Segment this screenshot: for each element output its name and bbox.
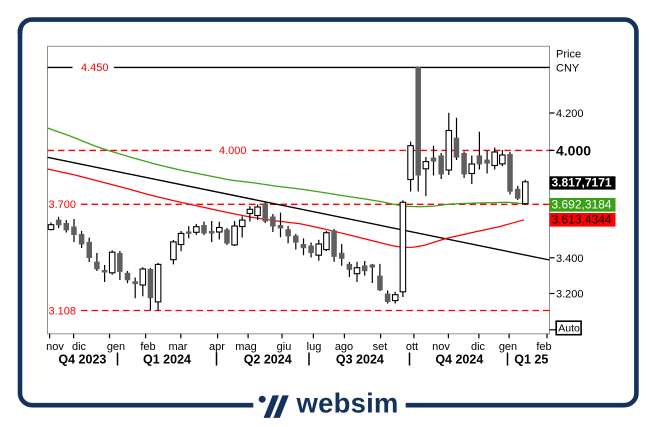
svg-text:4.200: 4.200 [556,108,584,120]
svg-text:lug: lug [307,341,322,353]
svg-text:gen: gen [499,341,517,353]
svg-text:Q2 2024: Q2 2024 [244,353,292,367]
svg-text:4.000: 4.000 [219,145,247,157]
svg-text:feb: feb [536,341,551,353]
svg-text:apr: apr [209,341,225,353]
svg-text:3.700: 3.700 [49,199,77,211]
svg-text:Auto: Auto [558,323,580,335]
svg-text:Q4 2023: Q4 2023 [58,353,106,367]
svg-text:3.400: 3.400 [556,253,584,265]
svg-text:Q1 25: Q1 25 [514,353,548,367]
svg-text:Price: Price [556,49,581,61]
svg-text:dic: dic [471,341,486,353]
svg-text:4.000: 4.000 [556,142,591,158]
svg-text:3.817,7171: 3.817,7171 [552,175,612,189]
svg-text:mag: mag [235,341,256,353]
svg-text:nov: nov [46,341,64,353]
svg-text:giu: giu [277,341,292,353]
svg-text:4.450: 4.450 [81,62,109,74]
svg-text:ott: ott [406,341,418,353]
svg-text:Q3 2024: Q3 2024 [336,353,384,367]
svg-text:feb: feb [140,341,155,353]
svg-text:gen: gen [107,341,125,353]
svg-text:websim: websim [296,388,399,419]
svg-text:3.108: 3.108 [49,305,77,317]
svg-text:3.200: 3.200 [556,289,584,301]
svg-text:Q1 2024: Q1 2024 [143,353,191,367]
svg-text:mar: mar [169,341,188,353]
svg-text:ago: ago [335,341,353,353]
svg-text:dic: dic [72,341,87,353]
svg-text:3.692,3184: 3.692,3184 [552,197,612,211]
svg-text:set: set [373,341,388,353]
svg-text:3.613,4344: 3.613,4344 [552,212,612,226]
svg-text:nov: nov [432,341,450,353]
svg-text:Q4 2024: Q4 2024 [435,353,483,367]
svg-text:CNY: CNY [556,63,580,75]
